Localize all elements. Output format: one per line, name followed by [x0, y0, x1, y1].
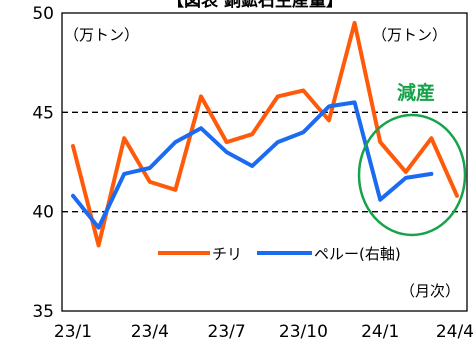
legend: チリ ペルー(右軸) [158, 245, 401, 263]
series-line-chile [71, 20, 459, 248]
right-axis-unit: （万トン） [372, 26, 447, 44]
reduction-circle [357, 113, 467, 237]
left-axis-unit: （万トン） [64, 26, 139, 44]
x-axis-ticks: 23/1 23/4 23/7 23/10 24/1 24/4 [54, 322, 474, 342]
y-tick-label: 40 [32, 203, 54, 223]
gridlines [62, 111, 467, 213]
x-tick-label: 23/10 [279, 322, 328, 342]
x-tick-label: 23/7 [208, 322, 246, 342]
legend-label-chile: チリ [212, 245, 242, 263]
x-tick-label: 23/1 [54, 322, 92, 342]
chart-title: 【図表 銅鉱石生産量】 [167, 0, 343, 11]
series-lines [71, 20, 459, 248]
legend-label-peru: ペルー(右軸) [314, 245, 401, 263]
reduction-annotation: 減産 [397, 81, 435, 104]
y-tick-label: 45 [32, 103, 54, 123]
y-tick-label: 35 [32, 302, 54, 322]
y-axis-ticks: 35 40 45 50 [32, 4, 54, 322]
series-line-peru [71, 100, 434, 230]
x-tick-label: 23/4 [131, 322, 169, 342]
x-tick-label: 24/4 [436, 322, 474, 342]
x-axis-label: （月次） [400, 282, 460, 300]
plot-area-border [61, 12, 468, 312]
x-tick-label: 24/1 [361, 322, 399, 342]
y-tick-label: 50 [32, 4, 54, 24]
